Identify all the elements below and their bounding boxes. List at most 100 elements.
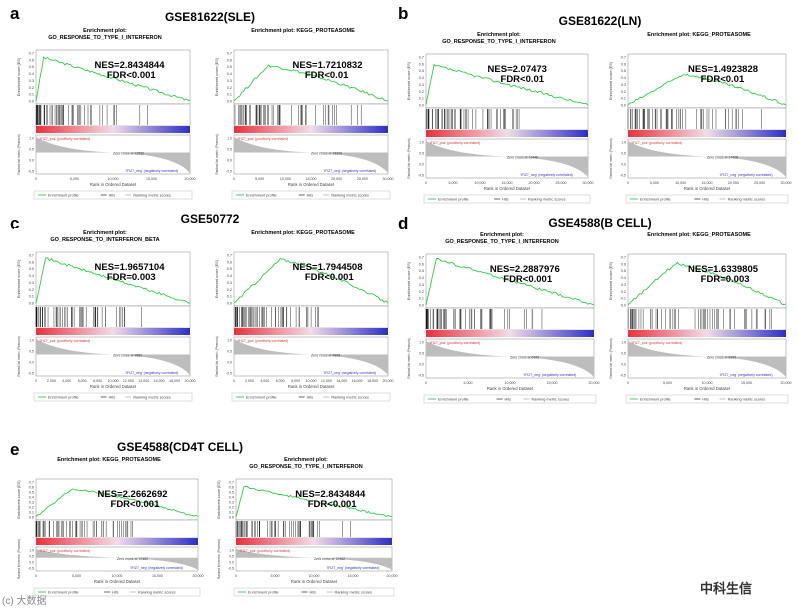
metric-tick-label: 0.0 (227, 361, 232, 365)
metric-tick-label: 1.0 (621, 141, 626, 145)
metric-axis-label: Ranked list metric (Pearson) (17, 539, 21, 579)
panel-title-b: GSE81622(LN) (558, 14, 642, 28)
gsea-svg: Enrichment plot:GO_RESPONSE_TO_TYPE_I_IN… (217, 457, 398, 597)
x-tick-label: 0 (627, 181, 629, 185)
x-axis-label: Rank in Ordered Dataset (90, 384, 137, 389)
enrichment-curve (35, 257, 191, 304)
gsea-svg: Enrichment plot:GO_RESPONSE_TO_INTERFERO… (17, 230, 196, 402)
metric-tick-label: 0.5 (29, 350, 34, 354)
hits-frame (627, 307, 787, 331)
legend-profile: Enrichment profile (48, 396, 79, 400)
gsea-svg: Enrichment plot: KEGG_PROTEASOME 0.7 0.6 0.… (215, 28, 394, 200)
es-tick-label: 0.1 (621, 97, 626, 101)
gsea-plot: Enrichment plot: GO_RESPONSE_TO_INTERFERO… (14, 228, 196, 410)
nes-label: NES=1.4923828 (688, 64, 758, 75)
es-tick-label: 0.2 (621, 290, 626, 294)
metric-tick-label: -0.5 (228, 567, 234, 571)
plot-title: Enrichment plot: KEGG_PROTEASOME (251, 28, 355, 34)
es-tick-label: 0.4 (29, 496, 34, 500)
zero-cross-label: Zero cross at 18306 (311, 152, 342, 156)
x-tick-label: 30,000 (781, 181, 792, 185)
es-axis-label: Enrichment score (ES) (609, 261, 613, 300)
es-tick-label: 0.3 (29, 79, 34, 83)
metric-tick-label: 0.5 (29, 148, 34, 152)
es-tick-label: 0.4 (229, 496, 234, 500)
es-axis-label: Enrichment score (ES) (215, 259, 219, 298)
es-tick-label: 0.2 (29, 288, 34, 292)
es-tick-label: 0.0 (227, 302, 232, 306)
x-tick-label: 16,000 (154, 379, 165, 383)
x-tick-label: 2,000 (245, 379, 254, 383)
gsea-plot: Enrichment plot: GO_RESPONSE_TO_TYPE_I_IN… (14, 26, 196, 208)
metric-axis-label: Ranked list metric (Pearson) (407, 138, 411, 178)
metric-tick-label: 0.0 (621, 163, 626, 167)
es-tick-label: 0.1 (419, 297, 424, 301)
enrichment-curve (35, 56, 191, 102)
x-tick-label: 4,000 (62, 379, 71, 383)
x-tick-label: 14,000 (138, 379, 149, 383)
enrichment-curve (627, 261, 787, 306)
legend-profile: Enrichment profile (438, 198, 469, 202)
metric-tick-label: 1.0 (419, 141, 424, 145)
positive-label: 'IFIZ7_pos' (positively correlated) (429, 341, 480, 345)
metric-axis-label: Ranked list metric (Pearson) (217, 539, 221, 579)
x-axis-label: Rank in Ordered Dataset (288, 182, 335, 187)
es-tick-label: 0.7 (621, 256, 626, 260)
plot-subtitle: GO_RESPONSE_TO_TYPE_I_INTERFERON (249, 464, 363, 470)
es-tick-label: 0.2 (621, 90, 626, 94)
x-tick-label: 25,000 (556, 181, 567, 185)
positive-label: 'IFIZ7_pos' (positively correlated) (239, 549, 290, 553)
gsea-svg: Enrichment plot:GO_RESPONSE_TO_TYPE_I_IN… (407, 32, 594, 204)
zero-cross-label: Zero cross at 11446 (507, 156, 538, 160)
hits-frame (425, 107, 589, 131)
x-tick-label: 20,000 (781, 381, 792, 385)
metric-axis-label: Ranked list metric (Pearson) (17, 336, 21, 376)
plot-subtitle: GO_RESPONSE_TO_INTERFERON_BETA (50, 237, 159, 243)
x-tick-label: 10,000 (306, 379, 317, 383)
es-tick-label: 0.5 (419, 269, 424, 273)
es-tick-label: 0.1 (227, 295, 232, 299)
x-tick-label: 20,000 (529, 181, 540, 185)
legend-profile: Enrichment profile (640, 398, 671, 402)
x-tick-label: 20,000 (589, 381, 600, 385)
x-tick-label: 10,000 (702, 381, 713, 385)
x-tick-label: 5,000 (70, 177, 79, 181)
es-tick-label: 0.1 (29, 93, 34, 97)
es-tick-label: 0.0 (227, 100, 232, 104)
zero-cross-label: Zero cross at 12462 (117, 557, 148, 561)
metric-tick-label: -0.5 (620, 174, 626, 178)
es-tick-label: 0.6 (227, 58, 232, 62)
hits-frame (35, 519, 199, 539)
x-tick-label: 4,000 (260, 379, 269, 383)
legend-ranking: Ranking metric scores (133, 396, 171, 400)
negative-label: 'IFIZ7_neg' (negatively correlated) (520, 173, 573, 177)
enrichment-curve (627, 73, 787, 106)
plot-title: Enrichment plot: (480, 232, 524, 238)
legend-ranking: Ranking metric scores (728, 198, 766, 202)
es-tick-label: 0.5 (621, 269, 626, 273)
legend-box (423, 194, 591, 204)
x-tick-label: 20,000 (728, 181, 739, 185)
x-tick-label: 5,000 (464, 381, 473, 385)
rank-color-bar (236, 538, 392, 545)
metric-tick-label: 0.0 (419, 163, 424, 167)
es-tick-label: 0.1 (29, 295, 34, 299)
metric-axis-label: Ranked list metric (Pearson) (609, 138, 613, 178)
negative-label: 'IFIZ7_neg' (negatively correlated) (125, 169, 178, 173)
x-tick-label: 15,000 (547, 381, 558, 385)
fdr-label: FDR<0.01 (305, 70, 349, 81)
metric-tick-label: -0.5 (620, 374, 626, 378)
x-tick-label: 0 (425, 181, 427, 185)
nes-label: NES=1.9657104 (95, 262, 166, 273)
metric-tick-label: 0.0 (29, 159, 34, 163)
es-tick-label: 0.1 (227, 93, 232, 97)
legend-profile: Enrichment profile (48, 591, 79, 595)
plot-title: Enrichment plot: (83, 230, 127, 236)
legend-hits: Hits (502, 198, 509, 202)
rank-color-bar (628, 330, 786, 337)
plot-title: Enrichment plot: (284, 457, 328, 463)
x-tick-label: 15,000 (152, 574, 163, 578)
metric-tick-label: 0.5 (419, 152, 424, 156)
positive-label: 'IFIZ7_pos' (positively correlated) (631, 141, 682, 145)
x-tick-label: 15,000 (306, 177, 317, 181)
